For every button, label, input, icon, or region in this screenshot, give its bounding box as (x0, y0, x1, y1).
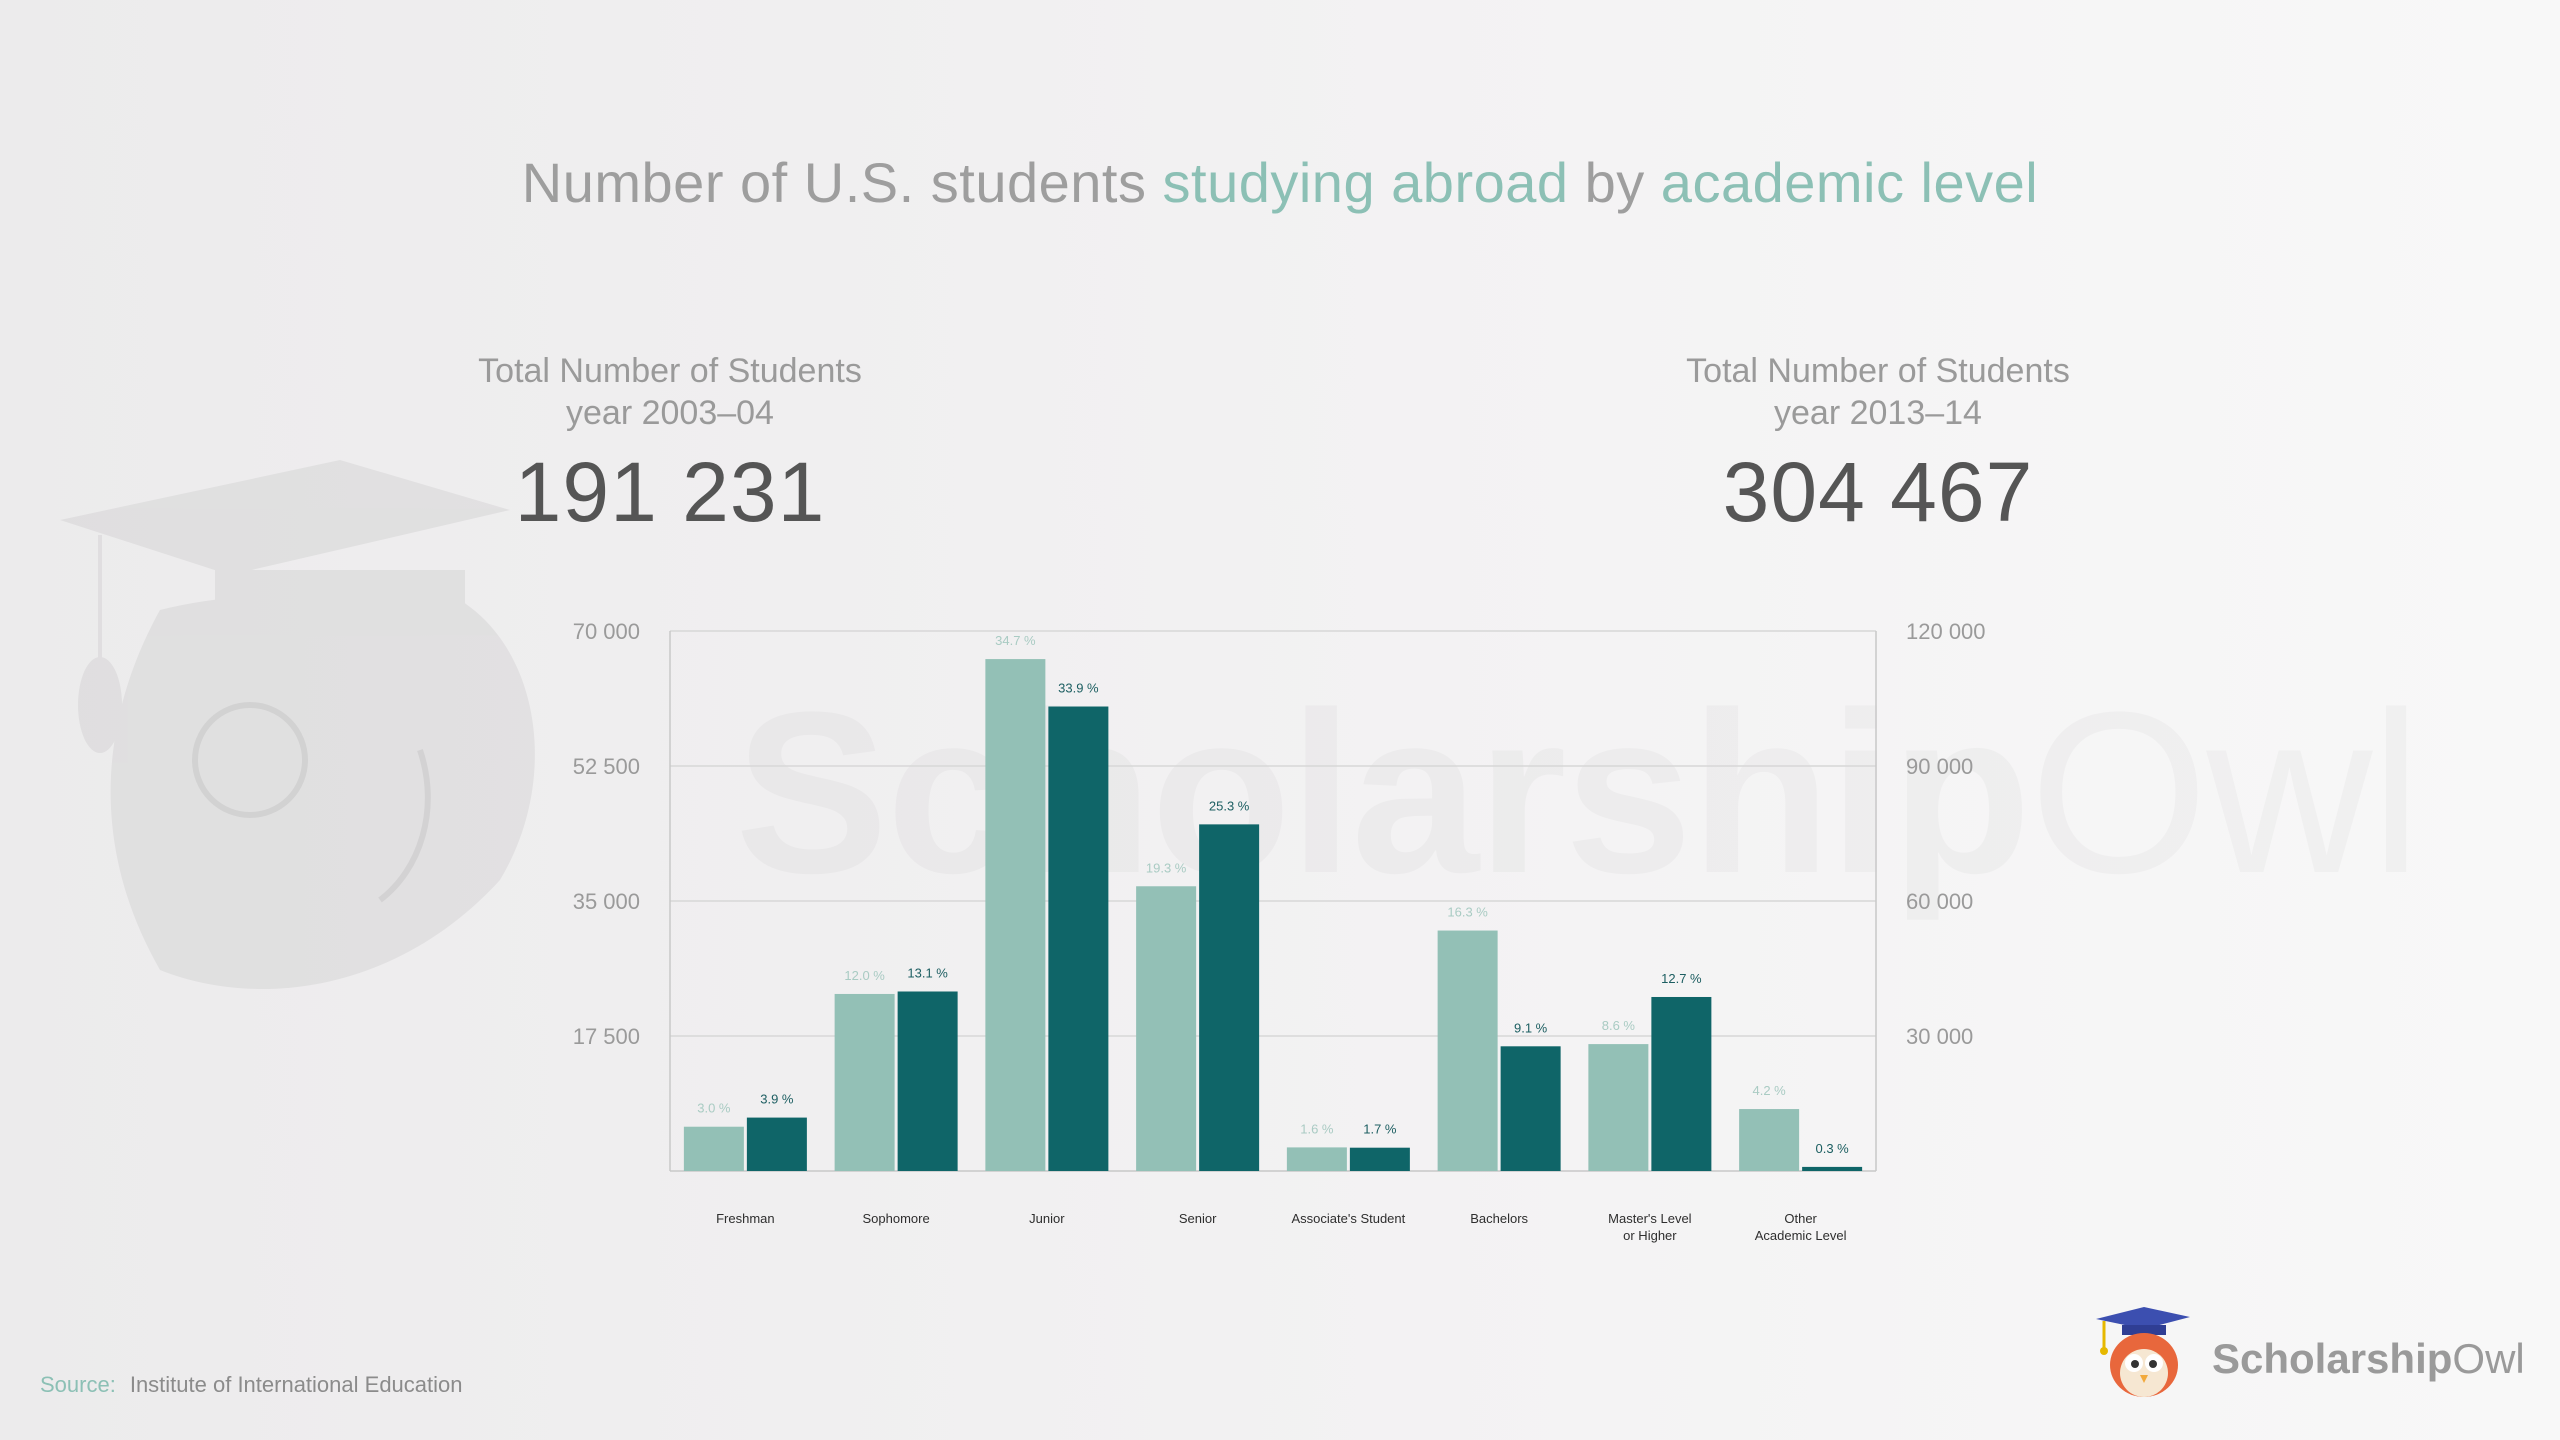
bar-2003 (834, 993, 895, 1171)
bar-2013-label: 25.3 % (1209, 798, 1250, 813)
bar-2013 (1048, 706, 1109, 1171)
bar-2013 (1802, 1166, 1863, 1171)
bar-2013-label: 9.1 % (1514, 1020, 1548, 1035)
chart-title: Number of U.S. students studying abroad … (521, 151, 2039, 214)
scholarship-owl-logo[interactable]: ScholarshipOwl (2092, 1305, 2532, 1405)
bar-2003 (683, 1126, 744, 1171)
bar-2013-label: 12.7 % (1661, 971, 1702, 986)
category-label: Academic Level (1755, 1228, 1847, 1243)
bar-2013 (1500, 1046, 1561, 1171)
right-axis-tick-label: 90 000 (1906, 754, 1973, 779)
bar-2003-label: 12.0 % (844, 968, 885, 983)
bar-2003-label: 19.3 % (1146, 860, 1187, 875)
bar-2003-label: 3.0 % (697, 1101, 731, 1116)
stat-2013-year: year 2013–14 (1774, 394, 1982, 432)
bar-2003 (1739, 1109, 1800, 1171)
bar-2013-label: 33.9 % (1058, 681, 1099, 696)
owl-logo-icon (2096, 1307, 2190, 1397)
left-axis-tick-label: 70 000 (573, 619, 640, 644)
bar-2003 (985, 659, 1046, 1171)
stat-2013-value: 304 467 (1722, 445, 2034, 539)
bar-2003-label: 1.6 % (1300, 1121, 1334, 1136)
bar-2013 (1651, 996, 1712, 1171)
bar-chart: 17 500 35 000 52 500 70 000 30 000 60 000 90 0… (573, 619, 1986, 1243)
left-axis-tick-label: 17 500 (573, 1024, 640, 1049)
bar-2003 (1136, 886, 1197, 1171)
bar-2013-label: 13.1 % (907, 965, 948, 980)
bar-2003 (1437, 930, 1498, 1171)
category-label: Master's Level (1608, 1211, 1692, 1226)
bar-2013 (746, 1117, 807, 1171)
bar-2003 (1588, 1044, 1649, 1171)
bar-2003-label: 16.3 % (1447, 905, 1488, 920)
category-label: Junior (1029, 1211, 1065, 1226)
category-label: Sophomore (863, 1211, 930, 1226)
category-label: or Higher (1623, 1228, 1677, 1243)
left-axis-tick-label: 35 000 (573, 889, 640, 914)
right-axis-tick-label: 30 000 (1906, 1024, 1973, 1049)
source-note: Source: Institute of International Educat… (40, 1372, 463, 1397)
bar-2013-label: 3.9 % (760, 1092, 794, 1107)
category-label: Senior (1179, 1211, 1217, 1226)
stat-2013-label: Total Number of Students (1686, 352, 2070, 390)
category-label: Freshman (716, 1211, 775, 1226)
owl-watermark-icon (40, 450, 560, 1015)
left-axis-tick-label: 52 500 (573, 754, 640, 779)
bar-2003-label: 8.6 % (1602, 1018, 1636, 1033)
bar-2013 (1349, 1147, 1410, 1171)
bar-2013 (1199, 824, 1260, 1171)
bar-2003-label: 4.2 % (1753, 1083, 1787, 1098)
right-axis-tick-label: 60 000 (1906, 889, 1973, 914)
category-label: Other (1784, 1211, 1817, 1226)
bar-2013-label: 1.7 % (1363, 1122, 1397, 1137)
bar-2003-label: 34.7 % (995, 633, 1036, 648)
right-axis-tick-label: 120 000 (1906, 619, 1986, 644)
stat-2003-value: 191 231 (514, 445, 826, 539)
stat-2003: Total Number of Students year 2003–04 19… (370, 350, 970, 541)
bar-2003 (1286, 1147, 1347, 1171)
stat-2003-label: Total Number of Students (478, 352, 862, 390)
category-label: Associate's Student (1291, 1211, 1405, 1226)
stat-2003-year: year 2003–04 (566, 394, 774, 432)
category-label: Bachelors (1470, 1211, 1528, 1226)
logo-text: ScholarshipOwl (2212, 1335, 2525, 1382)
bar-2013-label: 0.3 % (1816, 1141, 1850, 1156)
stat-2013: Total Number of Students year 2013–14 30… (1578, 350, 2178, 541)
bar-2013 (897, 991, 958, 1171)
